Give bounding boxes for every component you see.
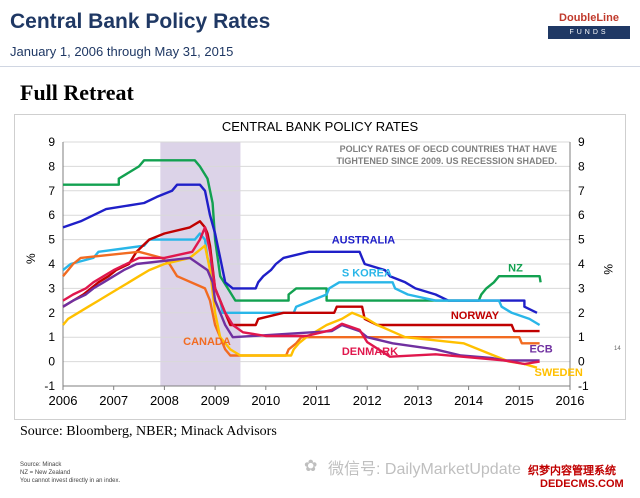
y-tick-label-left: 4: [48, 257, 55, 271]
chart-frame: [14, 114, 626, 420]
x-tick-label: 2013: [403, 393, 432, 408]
page-subtitle: January 1, 2006 through May 31, 2015: [10, 44, 234, 59]
series-line-norway: [62, 220, 540, 333]
x-tick-label: 2007: [99, 393, 128, 408]
y-tick-label-right: 8: [578, 159, 585, 173]
y-tick-label-right: 6: [578, 208, 585, 222]
series-label-canada: CANADA: [183, 336, 231, 348]
x-tick-label: 2012: [353, 393, 382, 408]
y-tick-label-left: 5: [48, 233, 55, 247]
x-tick-label: 2008: [150, 393, 179, 408]
series-line-denmark: [62, 226, 540, 366]
watermark-text: 微信号: DailyMarketUpdate: [328, 461, 521, 478]
series-line-sweden: [62, 244, 538, 369]
y-tick-label-right: -1: [578, 379, 589, 393]
series-label-nz: NZ: [508, 262, 523, 274]
y-tick-label-right: 2: [578, 306, 585, 320]
series-line-nz: [63, 159, 542, 302]
chart-annotation-line-1: POLICY RATES OF OECD COUNTRIES THAT HAVE: [340, 144, 557, 154]
series-lines: [62, 159, 542, 369]
axes: -1 -1 0 0 1 1 2 2 3 3 4 4 5 5 6 6 7 7 8 8 9 9 2006 2007 2008 2009…: [44, 135, 589, 408]
y-tick-label-left: 3: [48, 281, 55, 295]
y-tick-label-right: 9: [578, 135, 585, 149]
x-tick-label: 2014: [454, 393, 483, 408]
chart-title: CENTRAL BANK POLICY RATES: [222, 119, 419, 134]
x-tick-label: 2011: [303, 393, 331, 408]
series-label-australia: AUSTRALIA: [332, 234, 396, 246]
y-tick-label-right: 0: [578, 355, 585, 369]
policy-rates-chart: -1 -1 0 0 1 1 2 2 3 3 4 4 5 5 6 6 7 7 8 8 9 9 2006 2007 2008 2009…: [14, 114, 626, 420]
footnote: Source: Minack: [20, 462, 62, 468]
x-tick-label: 2010: [251, 393, 280, 408]
chart-annotation-line-2: TIGHTENED SINCE 2009. US RECESSION SHADE…: [336, 156, 557, 166]
x-tick-label: 2009: [201, 393, 230, 408]
series-line-australia: [62, 183, 538, 314]
y-tick-label-left: 1: [48, 330, 55, 344]
footnote: You cannot invest directly in an index.: [20, 478, 121, 484]
stamp-background: [528, 462, 632, 492]
logo-wordmark: DoubleLine: [548, 10, 630, 27]
y-tick-label-left: -1: [44, 379, 55, 393]
y-tick-label-right: 3: [578, 281, 585, 295]
series-line-ecb: [62, 256, 540, 362]
footnote: NZ = New Zealand: [20, 470, 71, 476]
y-tick-label-left: 7: [48, 184, 55, 198]
series-labels: NZ AUSTRALIA S KOREA NORWAY CANADA SWEDEN ECB D…: [183, 234, 583, 379]
y-tick-label-left: 6: [48, 208, 55, 222]
y-tick-label-right: 1: [578, 330, 585, 344]
series-label-norway: NORWAY: [451, 310, 500, 322]
logo-funds: FUNDS: [548, 27, 630, 39]
slide-headline: Full Retreat: [20, 80, 134, 105]
stamp-line-1: 织梦内容管理系统: [528, 465, 616, 477]
doubleline-logo: DoubleLine FUNDS: [548, 10, 630, 40]
series-label-denmark: DENMARK: [342, 346, 398, 358]
y-tick-label-left: 2: [48, 306, 55, 320]
page-title: Central Bank Policy Rates: [10, 10, 271, 33]
y-tick-label-right: 5: [578, 233, 585, 247]
series-label-s-korea: S KOREA: [342, 268, 392, 280]
y-axis-label-left: %: [24, 253, 38, 264]
x-tick-label: 2006: [49, 393, 78, 408]
y-tick-label-left: 8: [48, 159, 55, 173]
y-axis-label-right: %: [601, 264, 615, 275]
y-tick-label-right: 7: [578, 184, 585, 198]
x-tick-label: 2015: [505, 393, 534, 408]
series-label-sweden: SWEDEN: [535, 367, 583, 379]
y-tick-label-left: 0: [48, 355, 55, 369]
source-note: Source: Bloomberg, NBER; Minack Advisors: [20, 424, 277, 439]
stamp-line-2: DEDECMS.COM: [540, 478, 624, 490]
y-tick-label-right: 4: [578, 257, 585, 271]
series-label-ecb: ECB: [529, 343, 552, 355]
y-tick-label-left: 9: [48, 135, 55, 149]
wechat-icon: ✿: [304, 458, 318, 475]
x-tick-label: 2016: [556, 393, 585, 408]
page-number: 14: [614, 346, 621, 352]
header-divider: [0, 66, 640, 67]
series-line-canada: [62, 250, 540, 357]
